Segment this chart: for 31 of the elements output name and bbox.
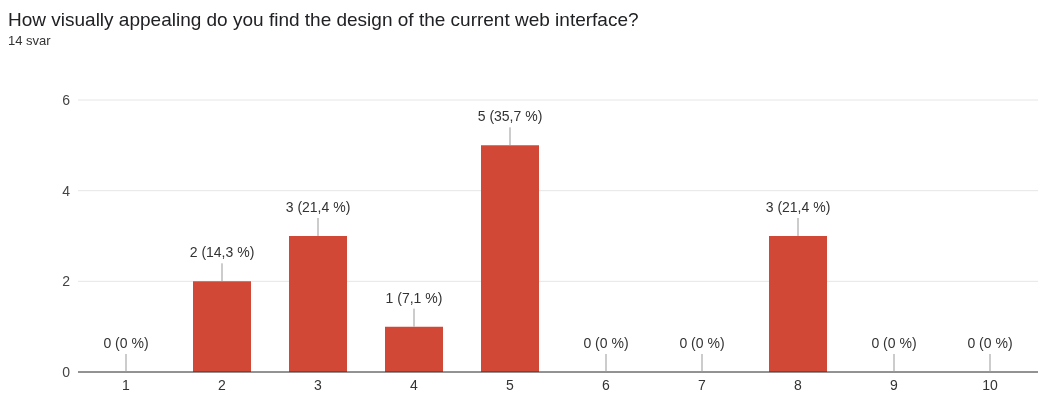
y-tick-label: 4 (62, 182, 71, 199)
x-tick-label: 10 (982, 376, 998, 393)
data-label: 3 (21,4 %) (765, 199, 831, 215)
y-tick-label: 0 (62, 363, 71, 380)
data-label: 0 (0 %) (583, 335, 629, 351)
x-tick-label: 7 (698, 376, 707, 393)
chart-title: How visually appealing do you find the design of the current web interface? (8, 8, 640, 32)
data-label: 5 (35,7 %) (477, 108, 543, 125)
x-tick-label: 5 (506, 376, 515, 393)
data-label: 0 (0 %) (679, 335, 725, 351)
data-label: 2 (14,3 %) (189, 244, 255, 261)
x-tick-label: 8 (794, 376, 803, 393)
x-tick-label: 4 (410, 376, 419, 393)
bar (385, 326, 443, 372)
data-label: 3 (21,4 %) (285, 199, 351, 215)
data-label: 0 (0 %) (967, 335, 1013, 351)
x-tick-label: 9 (890, 376, 899, 393)
data-label: 0 (0 %) (871, 335, 917, 351)
data-label: 0 (0 %) (103, 335, 149, 351)
data-label: 1 (7,1 %) (385, 289, 443, 306)
x-tick-label: 1 (122, 376, 131, 393)
x-tick-label: 2 (218, 376, 227, 393)
y-tick-label: 6 (62, 91, 71, 108)
bar (481, 145, 539, 372)
y-tick-label: 2 (62, 273, 71, 290)
chart-subtitle: 14 svar (8, 32, 52, 50)
x-tick-label: 3 (314, 376, 323, 393)
x-tick-label: 6 (602, 376, 611, 393)
bar (769, 236, 827, 372)
bar (193, 281, 251, 372)
bar (289, 236, 347, 372)
